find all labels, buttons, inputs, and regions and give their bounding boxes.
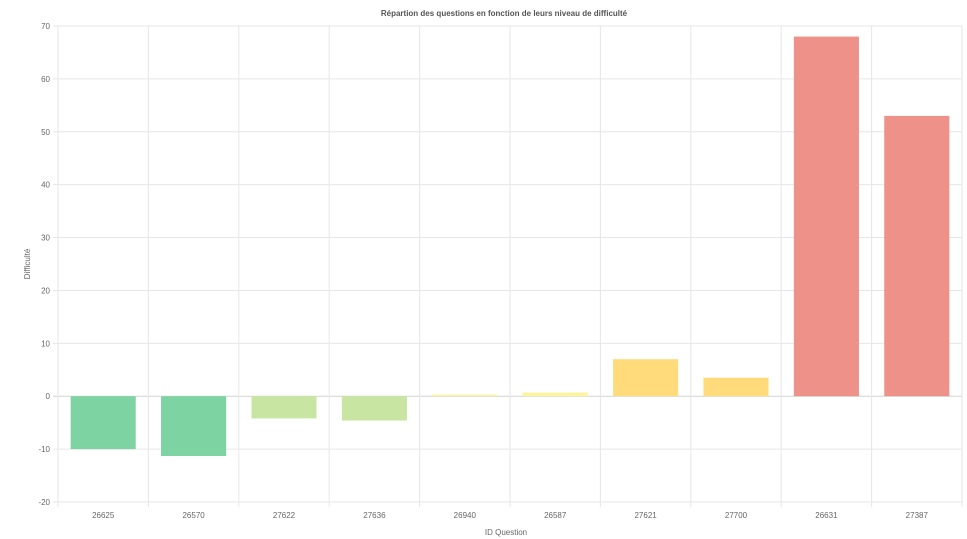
bar-26625 bbox=[70, 396, 136, 450]
bar-27700 bbox=[703, 377, 769, 397]
y-tick-label: 0 bbox=[46, 392, 51, 401]
bar-26631 bbox=[793, 36, 859, 397]
y-tick-label: 30 bbox=[41, 234, 50, 243]
x-tick-label: 27387 bbox=[906, 511, 929, 520]
x-tick-label: 26625 bbox=[92, 511, 115, 520]
y-tick-label: -20 bbox=[38, 498, 50, 507]
y-tick-label: 40 bbox=[41, 181, 50, 190]
x-axis-ticks: 26625 26570 27622 27636 26940 26587 27621 27700… bbox=[92, 511, 928, 520]
y-tick-label: 60 bbox=[41, 75, 50, 84]
y-axis-ticks: -20 -10 0 10 20 30 40 50 60 70 bbox=[38, 22, 50, 507]
x-tick-label: 27700 bbox=[725, 511, 748, 520]
y-tick-label: 50 bbox=[41, 128, 50, 137]
x-tick-label: 26940 bbox=[454, 511, 477, 520]
bar-27387 bbox=[884, 115, 950, 397]
grid bbox=[53, 25, 963, 507]
bar-27622 bbox=[251, 396, 317, 419]
bars bbox=[70, 36, 950, 456]
bar-26570 bbox=[161, 396, 227, 456]
x-tick-label: 26631 bbox=[815, 511, 838, 520]
bar-27636 bbox=[341, 396, 407, 421]
x-tick-label: 27622 bbox=[273, 511, 296, 520]
y-tick-label: 70 bbox=[41, 22, 50, 31]
bar-26587 bbox=[522, 392, 588, 397]
x-tick-label: 27636 bbox=[363, 511, 386, 520]
x-tick-label: 27621 bbox=[634, 511, 657, 520]
x-tick-label: 26570 bbox=[182, 511, 205, 520]
y-tick-label: -10 bbox=[38, 445, 50, 454]
y-tick-label: 20 bbox=[41, 286, 50, 295]
bar-26940 bbox=[432, 394, 498, 397]
y-axis-label: Difficulté bbox=[23, 248, 32, 279]
bar-27621 bbox=[613, 359, 679, 397]
y-tick-label: 10 bbox=[41, 339, 50, 348]
x-axis-label: ID Question bbox=[485, 528, 527, 537]
chart-title: Répartion des questions en fonction de l… bbox=[381, 9, 628, 18]
x-tick-label: 26587 bbox=[544, 511, 567, 520]
